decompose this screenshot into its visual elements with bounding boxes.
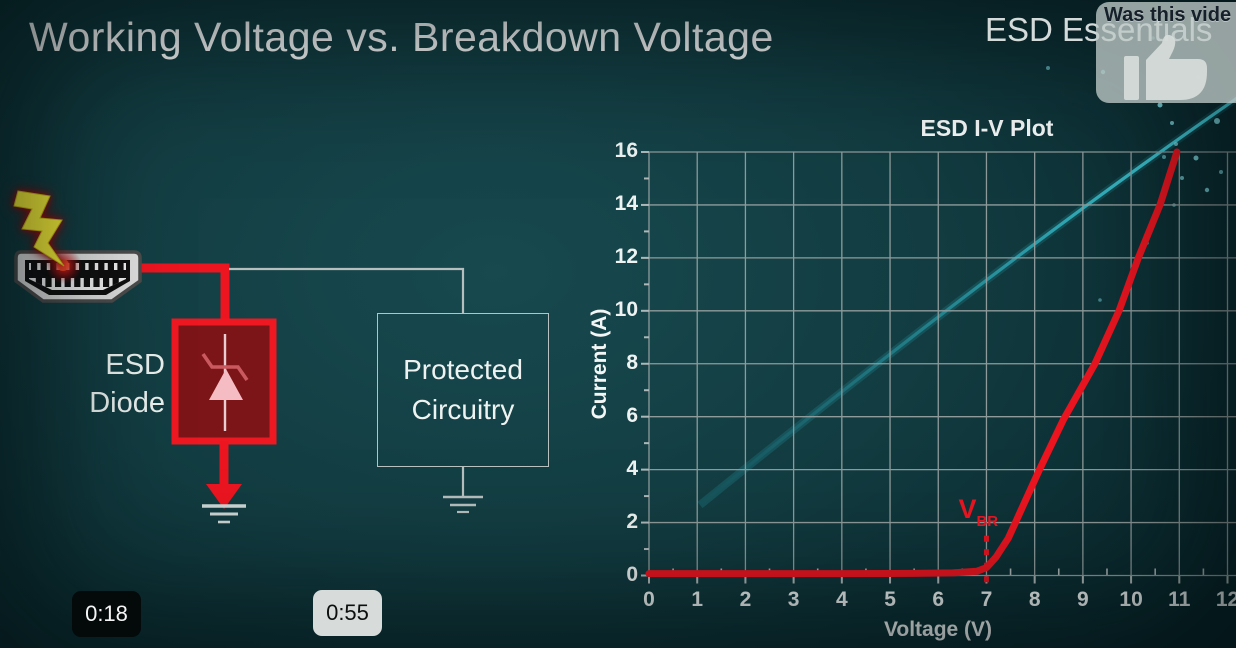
x-tick-label: 11 [1168, 588, 1191, 611]
x-tick-label: 3 [787, 588, 800, 611]
chart-title: ESD I-V Plot [920, 115, 1054, 141]
down-arrowhead [206, 484, 242, 509]
x-tick-label: 4 [835, 588, 848, 611]
page-title: Working Voltage vs. Breakdown Voltage [29, 14, 774, 60]
like-prompt-card[interactable]: Was this vide [1096, 2, 1236, 103]
like-prompt-text: Was this vide [1104, 4, 1232, 26]
lightning-bolt-icon [13, 190, 65, 267]
signal-wire-red [139, 263, 230, 322]
x-tick-label: 5 [884, 588, 896, 611]
x-tick-label: 10 [1119, 588, 1143, 611]
x-tick-label: 1 [691, 588, 704, 611]
y-tick-label: 12 [614, 244, 638, 268]
x-tick-label: 0 [643, 588, 655, 611]
x-tick-label: 7 [980, 588, 993, 611]
iv-curve [645, 148, 1181, 578]
y-tick-label: 0 [626, 562, 638, 586]
tvs-diode-symbol-icon [201, 334, 249, 431]
x-tick-label: 2 [739, 588, 752, 611]
signal-wire-gray [229, 267, 465, 313]
y-tick-label: 14 [614, 191, 638, 215]
x-tick-label: 8 [1028, 588, 1041, 611]
y-tick-label: 6 [626, 403, 638, 427]
y-tick-label: 16 [614, 139, 638, 162]
protected-circuitry-box: Protected Circuitry [377, 313, 549, 467]
y-tick-label: 2 [626, 509, 638, 533]
esd-diode-label: ESD Diode [89, 349, 165, 419]
x-tick-label: 12 [1215, 588, 1236, 611]
ground-icon [202, 504, 246, 524]
y-tick-label: 10 [614, 297, 638, 321]
background-light-streak [697, 93, 1236, 509]
ground-icon [443, 467, 483, 514]
hdmi-connector-icon [14, 248, 142, 303]
y-tick-label: 8 [626, 350, 638, 374]
circuit-diagram [13, 190, 483, 524]
x-axis-title: Voltage (V) [883, 618, 993, 641]
esd-diode-box [171, 318, 277, 445]
vbr-annotation-label: VBR [958, 494, 999, 530]
thumbs-up-icon [1124, 34, 1207, 100]
x-tick-label: 9 [1077, 588, 1089, 611]
chart-grid [641, 151, 1236, 584]
chapter-time-badge[interactable]: 0:18 [72, 591, 141, 637]
y-tick-label: 4 [626, 456, 638, 480]
x-tick-label: 6 [932, 588, 945, 611]
chapter-time-badge[interactable]: 0:55 [313, 590, 382, 636]
